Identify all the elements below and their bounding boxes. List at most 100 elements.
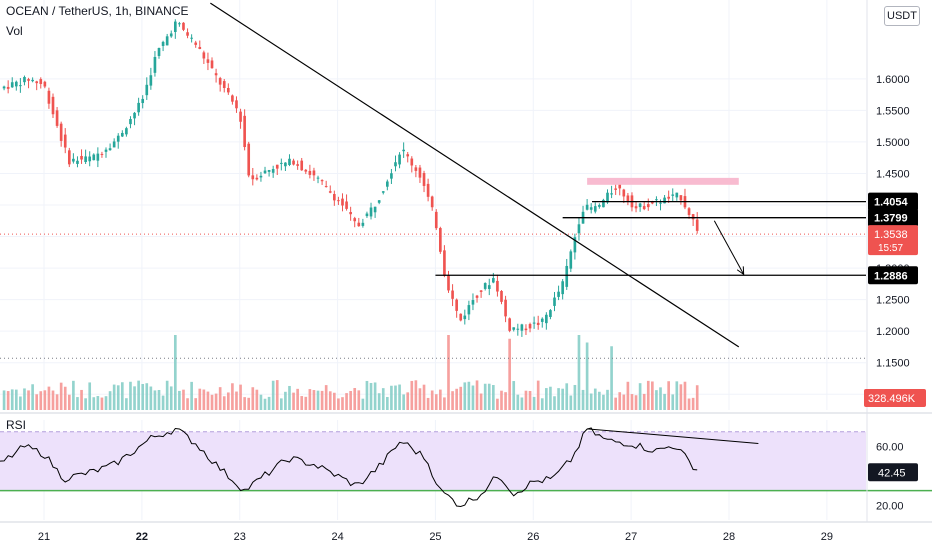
volume-bar bbox=[422, 384, 426, 410]
volume-bar bbox=[222, 396, 226, 410]
time-tick-label: 21 bbox=[38, 531, 50, 543]
candle bbox=[414, 167, 418, 171]
candle bbox=[626, 195, 630, 202]
candle bbox=[610, 193, 613, 195]
volume-bar bbox=[475, 380, 479, 410]
candle bbox=[63, 134, 67, 148]
currency-badge[interactable]: USDT bbox=[884, 6, 920, 26]
volume-bar bbox=[642, 393, 646, 410]
price-tick-label: 1.5500 bbox=[876, 105, 910, 117]
volume-bar bbox=[459, 386, 463, 410]
volume-bar bbox=[320, 390, 324, 410]
volume-bar bbox=[206, 391, 210, 410]
candle bbox=[386, 181, 389, 187]
rsi-legend: RSI bbox=[6, 418, 27, 432]
candle bbox=[198, 46, 202, 49]
candle bbox=[55, 110, 59, 126]
candle bbox=[178, 23, 181, 25]
volume-bar bbox=[406, 392, 410, 410]
candle bbox=[589, 207, 593, 210]
volume-bar bbox=[520, 397, 524, 410]
candle bbox=[275, 164, 279, 169]
volume-bar bbox=[231, 383, 234, 410]
volume-bar bbox=[353, 388, 357, 410]
candle bbox=[145, 84, 149, 96]
volume-bar bbox=[324, 385, 328, 410]
volume-bar bbox=[463, 382, 467, 410]
candle bbox=[646, 204, 650, 208]
volume-bar bbox=[76, 397, 79, 410]
candle bbox=[492, 278, 495, 283]
candle bbox=[300, 160, 304, 171]
candle bbox=[659, 202, 662, 204]
volume-bar bbox=[19, 396, 22, 410]
candle bbox=[333, 194, 336, 201]
volume-bar bbox=[638, 383, 642, 410]
candle bbox=[618, 184, 622, 189]
volume-bar bbox=[593, 388, 597, 410]
volume-legend: Vol bbox=[6, 24, 23, 38]
volume-bar bbox=[14, 389, 18, 410]
candle bbox=[157, 47, 161, 56]
resistance-zone bbox=[587, 177, 739, 185]
candle bbox=[222, 81, 226, 88]
candle bbox=[112, 141, 116, 148]
volume-bar bbox=[687, 398, 691, 410]
volume-bar bbox=[581, 389, 585, 410]
candle bbox=[239, 111, 242, 122]
candle bbox=[133, 112, 136, 119]
candle bbox=[255, 177, 259, 180]
candle bbox=[695, 219, 699, 231]
candle bbox=[116, 135, 120, 142]
candle bbox=[455, 299, 458, 311]
candle bbox=[104, 149, 108, 152]
volume-bar bbox=[141, 383, 145, 410]
drawings[interactable] bbox=[0, 2, 866, 359]
candle bbox=[206, 59, 210, 63]
volume-bar bbox=[500, 390, 503, 410]
candles bbox=[2, 19, 699, 337]
volume-bar bbox=[451, 391, 454, 410]
rsi-line bbox=[0, 427, 698, 508]
candle bbox=[328, 191, 332, 193]
candle bbox=[439, 228, 442, 252]
volume-bar bbox=[341, 397, 344, 410]
candle bbox=[528, 324, 532, 329]
volume-bar bbox=[226, 392, 230, 410]
volume-bar bbox=[23, 388, 26, 410]
downtrend-line bbox=[210, 2, 740, 348]
candle bbox=[6, 86, 10, 89]
volume-bar bbox=[308, 389, 312, 410]
candle bbox=[504, 299, 507, 317]
candle bbox=[292, 160, 295, 165]
volume-bar bbox=[275, 380, 279, 410]
volume-bar bbox=[96, 396, 100, 410]
volume-bar bbox=[598, 391, 601, 410]
candle bbox=[243, 115, 246, 148]
volume-bar bbox=[92, 397, 96, 410]
volume-bar bbox=[667, 381, 670, 410]
volume-bar bbox=[618, 392, 622, 410]
candle bbox=[194, 42, 198, 45]
candle bbox=[149, 75, 153, 86]
candle bbox=[43, 81, 47, 87]
volume-bar bbox=[398, 384, 401, 410]
volume-bar bbox=[610, 346, 613, 410]
volume-bar bbox=[129, 381, 132, 410]
candle bbox=[549, 310, 552, 317]
volume-bar bbox=[634, 395, 638, 410]
candle bbox=[536, 322, 540, 325]
volume-bar bbox=[292, 392, 295, 410]
arrow-head bbox=[736, 266, 745, 276]
time-tick-label: 29 bbox=[821, 531, 833, 543]
candle bbox=[508, 318, 511, 331]
candle bbox=[320, 180, 324, 182]
candle bbox=[402, 149, 405, 152]
candle bbox=[186, 32, 189, 36]
candle bbox=[406, 154, 410, 157]
candle bbox=[125, 128, 128, 135]
volume-value-bg bbox=[864, 389, 926, 407]
candle bbox=[373, 206, 377, 213]
volume-bar bbox=[492, 385, 495, 410]
